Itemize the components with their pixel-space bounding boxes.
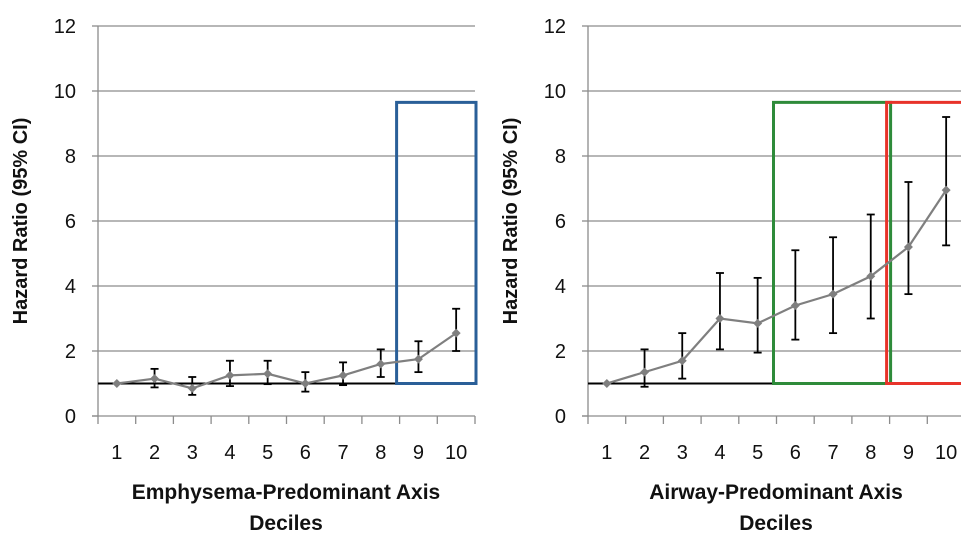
y-tick-label: 4	[555, 276, 566, 298]
data-point	[263, 369, 273, 379]
x-tick-label: 1	[601, 442, 612, 464]
x-tick-label: 2	[639, 442, 650, 464]
y-tick-label: 0	[65, 406, 76, 428]
y-tick-label: 4	[65, 276, 76, 298]
y-tick-label: 10	[54, 81, 76, 103]
x-tick-label: 6	[300, 442, 311, 464]
highlight-box	[395, 100, 478, 385]
data-point	[413, 354, 423, 364]
data-point	[828, 289, 838, 299]
x-tick-label: 10	[445, 442, 467, 464]
y-tick-label: 12	[544, 16, 566, 38]
x-tick-label: 5	[752, 442, 763, 464]
y-tick-label: 8	[555, 146, 566, 168]
data-point	[225, 370, 235, 380]
x-axis-label-line-2: Deciles	[249, 512, 323, 534]
data-point	[640, 367, 650, 377]
data-point	[300, 379, 310, 388]
y-axis-label: Hazard Ratio (95% CI)	[500, 118, 522, 325]
x-tick-label: 9	[413, 442, 424, 464]
y-tick-label: 2	[65, 341, 76, 363]
x-tick-label: 4	[714, 442, 725, 464]
data-point	[451, 328, 461, 338]
x-tick-label: 3	[187, 442, 198, 464]
data-point	[866, 271, 876, 281]
data-point	[715, 314, 725, 323]
y-tick-label: 12	[54, 16, 76, 38]
data-point	[150, 374, 160, 384]
x-tick-label: 2	[149, 442, 160, 464]
y-tick-label: 0	[555, 406, 566, 428]
y-tick-label: 8	[65, 146, 76, 168]
x-axis-label: Airway-Predominant Axis	[649, 481, 903, 504]
x-tick-label: 3	[677, 442, 688, 464]
data-point	[112, 379, 122, 388]
data-point	[677, 356, 687, 366]
x-tick-label: 10	[935, 442, 957, 464]
x-tick-label: 9	[903, 442, 914, 464]
x-tick-label: 6	[790, 442, 801, 464]
x-tick-label: 4	[224, 442, 235, 464]
y-tick-label: 6	[555, 211, 566, 233]
x-tick-label: 8	[375, 442, 386, 464]
y-axis-label: Hazard Ratio (95% CI)	[10, 118, 32, 325]
highlight-box	[772, 100, 893, 385]
x-axis-label: Emphysema-Predominant Axis	[132, 481, 440, 504]
x-tick-label: 1	[111, 442, 122, 464]
series-line	[116, 332, 457, 390]
y-tick-label: 2	[555, 341, 566, 363]
data-point	[602, 379, 612, 388]
data-point	[338, 370, 348, 380]
x-tick-label: 8	[865, 442, 876, 464]
data-point	[790, 301, 800, 310]
y-tick-label: 6	[65, 211, 76, 233]
x-axis-label-line-2: Deciles	[739, 512, 813, 534]
x-tick-label: 7	[827, 442, 838, 464]
highlight-box	[885, 100, 961, 385]
data-point	[941, 185, 951, 195]
y-tick-label: 10	[544, 81, 566, 103]
x-tick-label: 7	[337, 442, 348, 464]
data-point	[376, 359, 386, 369]
series-line	[606, 189, 948, 385]
data-point	[187, 383, 197, 393]
data-point	[903, 242, 913, 252]
x-tick-label: 5	[262, 442, 273, 464]
data-point	[753, 318, 763, 328]
